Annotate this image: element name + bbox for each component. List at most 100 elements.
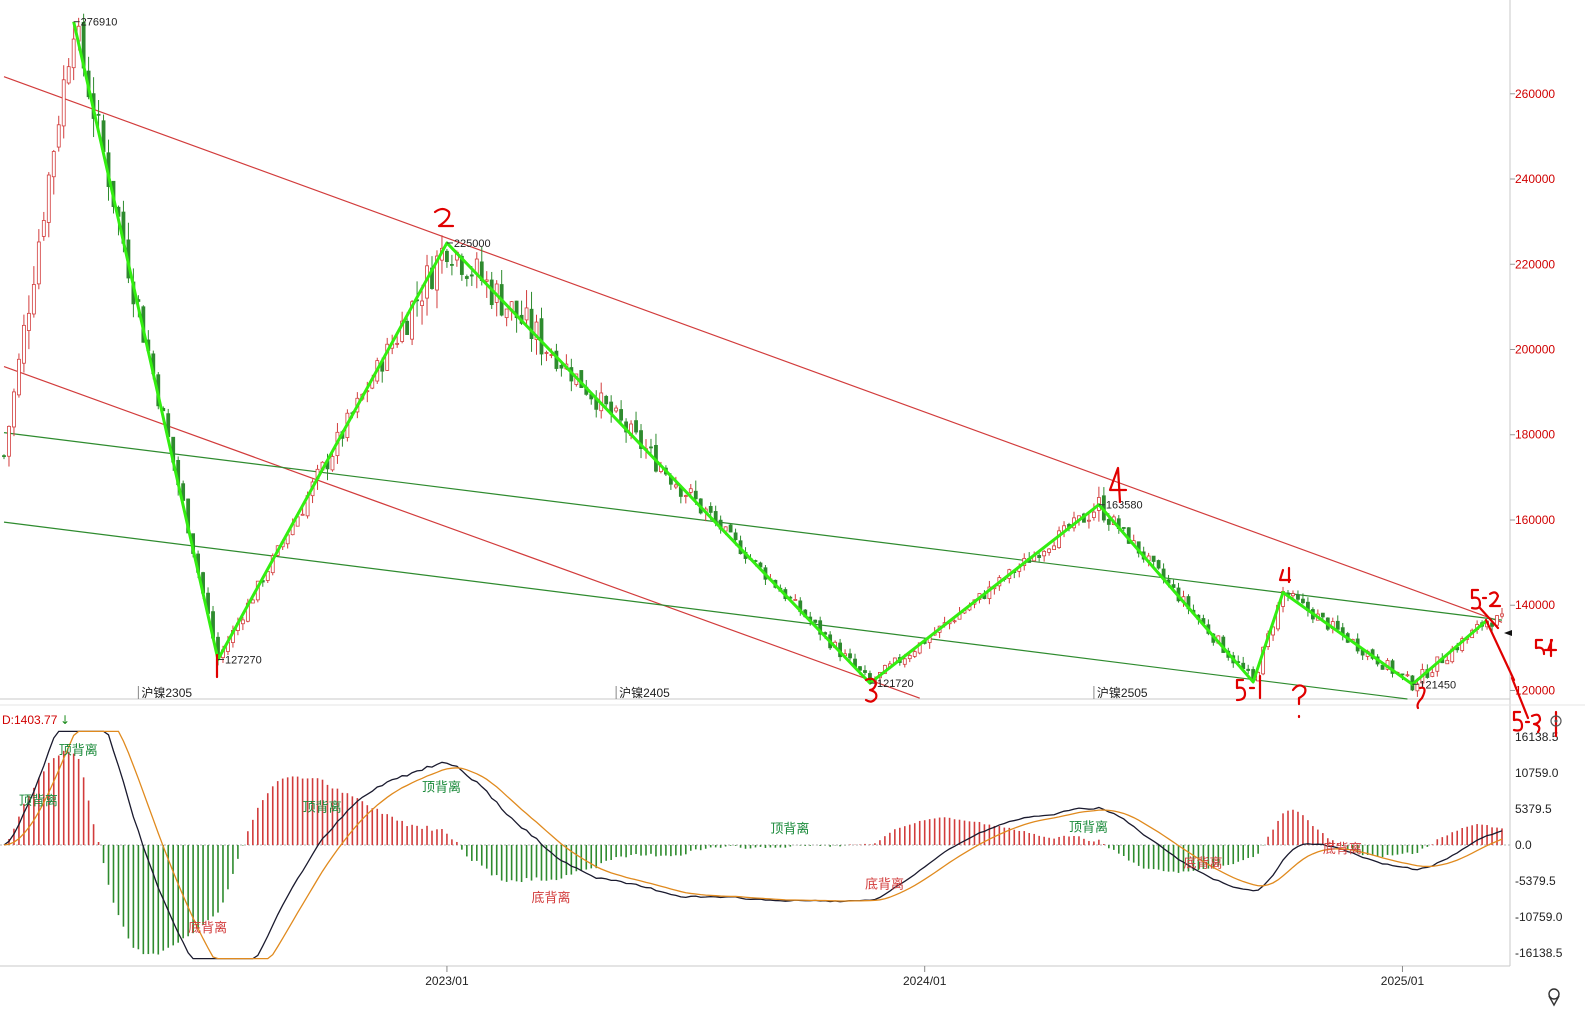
macd-tick-label: 5379.5 [1515, 802, 1552, 816]
candle-body [66, 66, 71, 84]
candle-body [559, 364, 564, 369]
contract-label: 沪镍2305 [141, 686, 192, 700]
candle-body [484, 279, 489, 282]
candle-body [435, 255, 439, 291]
candle-body [579, 370, 584, 388]
candle-body [71, 38, 76, 69]
candle-body [539, 318, 544, 355]
candle-body [1335, 620, 1340, 630]
candle-body [17, 358, 21, 396]
candle-body [26, 312, 31, 331]
candle-body [673, 484, 678, 488]
candle-body [7, 425, 11, 457]
macd-tick-label: 10759.0 [1515, 766, 1559, 780]
candle-body [902, 658, 907, 665]
contract-label: 沪镍2505 [1097, 686, 1148, 700]
candle-body [524, 307, 529, 321]
macd-tick-label: -5379.5 [1515, 874, 1556, 888]
candle-body [300, 513, 305, 516]
candle-body [813, 619, 818, 623]
divergence-label: 底背离 [188, 920, 227, 936]
candle-body [1405, 674, 1410, 677]
candle-body [848, 653, 852, 659]
location-pin-icon[interactable] [1548, 988, 1560, 1007]
candle-body [36, 241, 41, 285]
candle-body [1171, 584, 1176, 588]
candle-body [61, 79, 66, 127]
trend-line [3, 365, 920, 699]
candle-body [445, 250, 449, 263]
candle-body [400, 320, 405, 342]
candle-body [12, 391, 16, 428]
candle-body [31, 284, 36, 315]
contract-labels: 沪镍2305 沪镍2405 沪镍2505 [137, 686, 1148, 700]
price-tick-label: 240000 [1515, 172, 1555, 186]
candle-body [1057, 530, 1061, 549]
time-tick-label: 2024/01 [903, 974, 947, 988]
macd-histogram [8, 750, 1503, 955]
peak-labels: 276910 127270 225000 121720 163580 121450 [73, 17, 1456, 691]
trend-lines [3, 76, 1503, 700]
candle-body [952, 620, 957, 623]
candle-body [1156, 560, 1161, 569]
candle-body [1087, 519, 1091, 522]
candle-body [450, 264, 454, 266]
hw-mark-5-3 [1512, 710, 1542, 734]
price-tick-label: 180000 [1515, 428, 1555, 442]
candle-body [1092, 511, 1096, 518]
trend-line [3, 76, 1503, 623]
candle-body [1052, 545, 1056, 551]
candle-body [534, 321, 539, 340]
candle-body [22, 324, 26, 364]
macd-axis-ticks: 16138.5 10759.0 5379.5 0.0 -5379.5 -10759.0 -1… [1515, 730, 1563, 960]
hw-mark-3 [864, 677, 878, 703]
candle-body [529, 308, 534, 339]
candle-body [464, 276, 469, 279]
candle-body [1296, 594, 1300, 600]
macd-lines [3, 730, 1503, 960]
price-tick-label: 220000 [1515, 257, 1555, 271]
dea-line [3, 730, 1503, 960]
candle-body [2, 455, 6, 458]
candle-body [1291, 593, 1295, 597]
peak-label: 163580 [1106, 500, 1143, 512]
price-tick-label: 120000 [1515, 683, 1555, 697]
candle-body [688, 488, 693, 493]
macd-tick-label: -16138.5 [1515, 946, 1563, 960]
hw-mark-5-4 [1534, 638, 1558, 658]
candle-body [1500, 613, 1504, 617]
time-tick-label: 2025/01 [1381, 974, 1425, 988]
handwritten-annotations [215, 207, 1558, 738]
candle-body [1121, 527, 1126, 529]
hw-mark-5-1 [1235, 674, 1262, 702]
candle-body [410, 301, 414, 340]
time-tick-label: 2023/01 [425, 974, 469, 988]
candle-body [639, 430, 643, 449]
candle-body [614, 407, 619, 412]
candle-body [1037, 554, 1042, 559]
price-tick-label: 200000 [1515, 343, 1555, 357]
candle-body [912, 651, 917, 657]
candle-body [693, 490, 698, 500]
candle-body [56, 124, 61, 148]
contract-label: 沪镍2405 [619, 686, 670, 700]
candle-body [1430, 672, 1435, 677]
candle-body [330, 456, 335, 471]
candle-body [733, 532, 738, 541]
candle-body [514, 300, 519, 319]
candle-body [51, 151, 56, 178]
candle-body [1151, 555, 1156, 562]
down-arrow-icon: ↓ [60, 713, 70, 727]
settings-gear-icon[interactable] [1550, 715, 1562, 727]
candle-body [818, 620, 823, 635]
peak-label: 121720 [877, 678, 914, 690]
candles [2, 13, 1504, 697]
candle-body [240, 619, 245, 625]
divergence-label: 底背离 [865, 876, 904, 892]
divergence-label: 顶背离 [19, 793, 58, 809]
candle-body [907, 655, 912, 660]
candle-body [96, 113, 101, 116]
last-price-marker-icon [1504, 630, 1512, 636]
price-tick-label: 160000 [1515, 513, 1555, 527]
